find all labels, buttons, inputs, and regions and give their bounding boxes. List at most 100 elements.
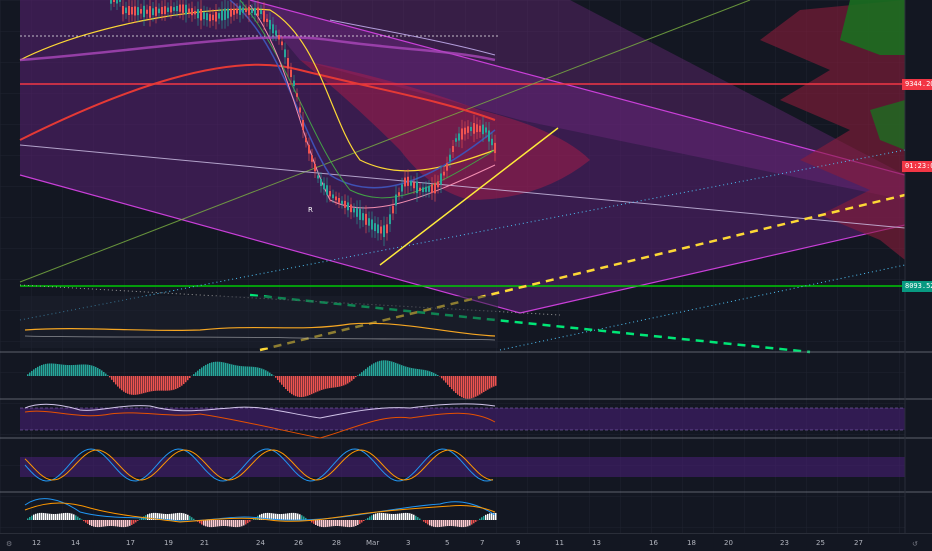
- date-label: 27: [854, 539, 863, 547]
- macd-bar: [247, 367, 249, 376]
- candle-body: [488, 131, 490, 142]
- date-label: 12: [32, 539, 41, 547]
- macd-bar: [209, 363, 211, 376]
- macd-bar: [141, 376, 143, 394]
- candle-body: [473, 123, 475, 134]
- momentum-bar: [227, 520, 229, 526]
- momentum-bar: [407, 513, 409, 520]
- candle-body: [413, 182, 415, 188]
- macd-bar: [485, 376, 487, 391]
- macd-bar: [235, 365, 237, 376]
- macd-bar: [233, 365, 235, 376]
- momentum-bar: [279, 514, 281, 520]
- macd-bar: [321, 376, 323, 390]
- momentum-bar: [283, 514, 285, 520]
- candle-body: [134, 6, 136, 15]
- date-label: 21: [200, 539, 209, 547]
- momentum-bar: [147, 514, 149, 520]
- candle-body: [176, 6, 178, 11]
- momentum-bar: [55, 514, 57, 520]
- macd-bar: [459, 376, 461, 396]
- macd-bar: [73, 365, 75, 376]
- candle-body: [371, 219, 373, 229]
- macd-bar: [275, 376, 277, 378]
- macd-bar: [113, 376, 115, 382]
- time-axis[interactable]: [0, 533, 932, 551]
- candle-body: [323, 183, 325, 189]
- macd-bar: [119, 376, 121, 389]
- macd-bar: [329, 376, 331, 388]
- candle-body: [440, 173, 442, 184]
- candle-body: [332, 194, 334, 198]
- macd-bar: [489, 376, 491, 388]
- momentum-bar: [183, 513, 185, 520]
- momentum-bar: [353, 520, 355, 527]
- candle-body: [140, 9, 142, 14]
- momentum-bar: [177, 513, 179, 520]
- macd-bar: [55, 364, 57, 376]
- momentum-bar: [91, 520, 93, 526]
- candle-body: [194, 11, 196, 14]
- reset-icon[interactable]: ↺: [912, 540, 918, 548]
- momentum-bar: [387, 514, 389, 520]
- macd-bar: [401, 365, 403, 376]
- macd-bar: [347, 376, 349, 383]
- candle-body: [452, 146, 454, 152]
- candle-body: [143, 6, 145, 17]
- macd-bar: [379, 361, 381, 376]
- momentum-bar: [413, 515, 415, 520]
- candle-body: [272, 24, 274, 33]
- candle-body: [251, 9, 253, 13]
- price-tag-support: 8093.52: [902, 281, 932, 292]
- candle-body: [485, 127, 487, 132]
- momentum-bar: [105, 520, 107, 526]
- macd-bar: [295, 376, 297, 396]
- momentum-bar: [377, 513, 379, 520]
- macd-bar: [301, 376, 303, 397]
- date-label: 14: [71, 539, 80, 547]
- momentum-bar: [109, 520, 111, 526]
- macd-bar: [357, 375, 359, 376]
- macd-bar: [199, 369, 201, 376]
- macd-bar: [393, 362, 395, 376]
- momentum-bar: [93, 520, 95, 527]
- momentum-bar: [363, 520, 365, 521]
- momentum-bar: [443, 520, 445, 526]
- candle-body: [479, 126, 481, 132]
- macd-bar: [97, 368, 99, 376]
- gear-icon[interactable]: ⚙: [6, 540, 12, 548]
- candle-body: [326, 185, 328, 194]
- momentum-bar: [423, 520, 425, 522]
- macd-bar: [487, 376, 489, 390]
- momentum-bar: [485, 515, 487, 520]
- momentum-bar: [119, 520, 121, 527]
- momentum-bar: [51, 514, 53, 520]
- macd-bar: [261, 369, 263, 376]
- macd-bar: [263, 369, 265, 376]
- momentum-bar: [355, 520, 357, 526]
- momentum-bar: [241, 520, 243, 526]
- macd-bar: [333, 376, 335, 388]
- momentum-bar: [429, 520, 431, 525]
- candle-body: [464, 128, 466, 135]
- candle-body: [221, 10, 223, 21]
- momentum-bar: [229, 520, 231, 526]
- candle-body: [206, 13, 208, 20]
- macd-bar: [225, 363, 227, 376]
- macd-bar: [305, 376, 307, 396]
- candle-body: [398, 192, 400, 195]
- macd-bar: [369, 366, 371, 376]
- candle-body: [380, 227, 382, 234]
- momentum-bar: [375, 514, 377, 520]
- macd-bar: [435, 374, 437, 376]
- macd-bar: [309, 376, 311, 395]
- momentum-bar: [351, 520, 353, 527]
- date-label: Mar: [366, 539, 379, 547]
- momentum-bar: [333, 520, 335, 526]
- candle-body: [113, 0, 115, 2]
- macd-bar: [51, 363, 53, 376]
- momentum-bar: [321, 520, 323, 527]
- macd-bar: [417, 369, 419, 376]
- momentum-bar: [419, 519, 421, 520]
